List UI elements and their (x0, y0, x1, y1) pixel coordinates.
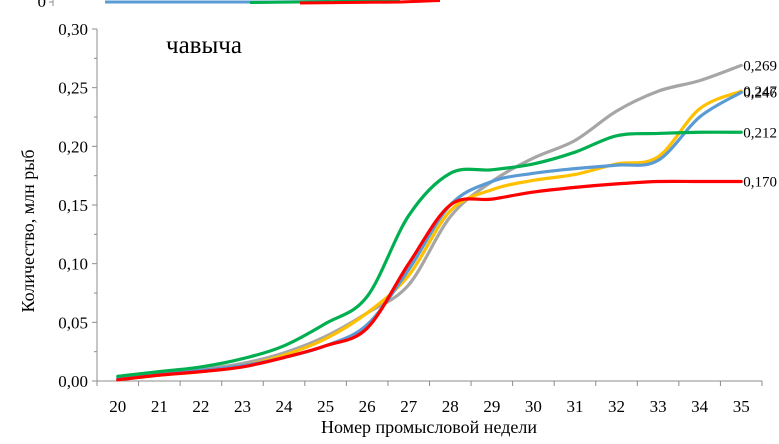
x-tick-label: 27 (400, 397, 418, 416)
y-tick-label: 0,30 (58, 20, 88, 39)
x-tick-label: 23 (234, 397, 251, 416)
series-line-3 (116, 90, 743, 381)
y-ticks: 0,00 0,05 0,10 0,15 0,20 0,25 0,30 (58, 20, 97, 391)
x-tick-label: 30 (525, 397, 542, 416)
end-value-label: 0,269 (743, 58, 777, 74)
y-tick-label: 0,25 (58, 79, 88, 98)
x-tick-label: 28 (442, 397, 459, 416)
x-tick-label: 33 (650, 397, 667, 416)
end-value-label: 0,247 (743, 84, 777, 100)
y-tick-label: 0,10 (58, 255, 88, 274)
x-tick-label: 29 (483, 397, 500, 416)
y-axis-title: Количество, млн рыб (18, 150, 38, 313)
end-value-label: 0,170 (743, 175, 777, 191)
x-tick-label: 31 (566, 397, 583, 416)
x-ticks: 20 21 22 23 24 25 26 27 28 29 30 31 32 33 34 35 (96, 381, 763, 416)
x-tick-label: 34 (691, 397, 709, 416)
x-tick-label: 35 (733, 397, 750, 416)
cropped-previous-chart: 0 (38, 0, 441, 11)
end-value-label: 0,246 (743, 85, 777, 101)
series-lines (116, 63, 743, 382)
series-line-4 (116, 130, 743, 378)
x-tick-label: 20 (109, 397, 126, 416)
cropped-series-lines (105, 0, 441, 5)
cropped-series-line-3 (299, 0, 441, 5)
chavycha-chart: чавыча Количество, млн рыб Номер промысл… (18, 20, 777, 437)
x-tick-label: 25 (317, 397, 334, 416)
y-tick-label: 0,15 (58, 196, 88, 215)
x-tick-label: 24 (276, 397, 294, 416)
x-tick-label: 21 (151, 397, 168, 416)
y-tick-label: 0,20 (58, 137, 88, 156)
x-tick-label: 26 (359, 397, 376, 416)
x-axis-title: Номер промысловой недели (321, 417, 537, 437)
y-tick-label: 0,00 (58, 372, 88, 391)
series-line-1 (116, 63, 743, 381)
cropped-y-tick-label: 0 (38, 0, 47, 11)
end-value-label: 0,212 (743, 125, 777, 141)
x-tick-label: 32 (608, 397, 625, 416)
series-line-5 (116, 179, 743, 382)
chart-title: чавыча (166, 32, 242, 59)
x-tick-label: 22 (192, 397, 209, 416)
y-tick-label: 0,05 (58, 313, 88, 332)
